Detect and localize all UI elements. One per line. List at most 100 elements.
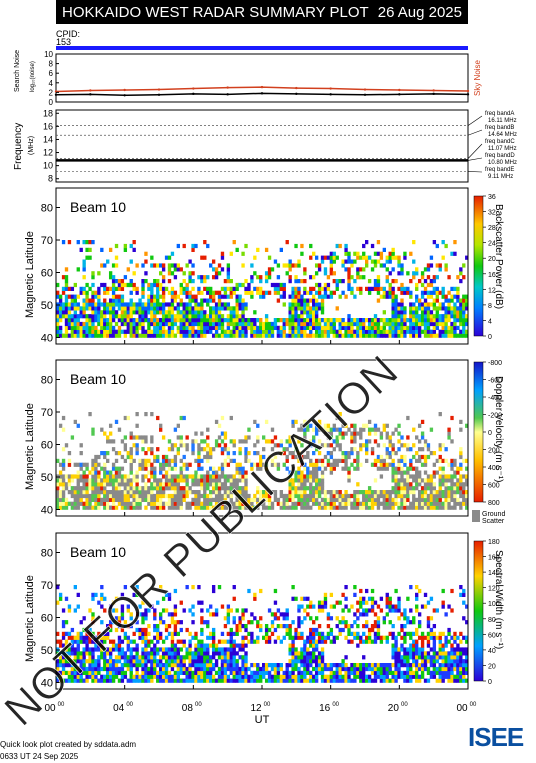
heatmap-cell xyxy=(67,310,72,315)
heatmap-cell xyxy=(179,647,183,652)
heatmap-cell xyxy=(167,659,172,664)
heatmap-cell xyxy=(329,435,334,440)
heatmap-cell xyxy=(323,286,328,291)
heatmap-cell xyxy=(400,302,404,307)
heatmap-cell xyxy=(147,310,151,315)
heatmap-cell xyxy=(97,497,101,502)
heatmap-cell xyxy=(226,666,231,672)
heatmap-cell xyxy=(456,497,460,502)
heatmap-cell xyxy=(100,478,104,483)
heatmap-cell xyxy=(379,286,384,291)
heatmap-cell xyxy=(417,505,422,510)
heatmap-cell xyxy=(323,639,328,644)
heatmap-cell xyxy=(447,497,451,502)
heatmap-cell xyxy=(76,678,80,683)
heatmap-cell xyxy=(91,462,95,467)
heatmap-cell xyxy=(238,318,242,323)
heatmap-cell xyxy=(356,670,360,675)
heatmap-cell xyxy=(376,333,381,338)
heatmap-cell xyxy=(406,620,410,625)
heatmap-cell xyxy=(70,321,75,327)
heatmap-cell xyxy=(223,670,228,675)
heatmap-cell xyxy=(409,666,413,672)
heatmap-cell xyxy=(288,435,292,440)
heatmap-cell xyxy=(153,655,157,660)
heatmap-cell xyxy=(170,674,175,679)
heatmap-cell xyxy=(438,443,442,448)
heatmap-cell xyxy=(391,251,395,256)
heatmap-cell xyxy=(206,478,210,483)
heatmap-cell xyxy=(262,321,266,327)
frequency-frame xyxy=(55,109,469,183)
heatmap-cell xyxy=(141,294,145,299)
heatmap-cell xyxy=(403,631,407,636)
heatmap-cell xyxy=(203,655,207,660)
heatmap-cell xyxy=(415,318,419,323)
heatmap-cell xyxy=(194,651,198,656)
heatmap-cell xyxy=(247,286,251,291)
heatmap-cell xyxy=(79,659,83,664)
heatmap-cell xyxy=(291,321,295,327)
heatmap-cell xyxy=(297,616,301,621)
heatmap-cell xyxy=(94,482,98,487)
heatmap-cell xyxy=(382,620,386,625)
heatmap-cell xyxy=(214,325,219,330)
heatmap-cell xyxy=(76,318,80,323)
heatmap-cell xyxy=(185,678,189,683)
heatmap-cell xyxy=(350,275,354,280)
heatmap-cell xyxy=(394,279,398,284)
heatmap-cell xyxy=(61,505,66,510)
heatmap-cell xyxy=(150,321,154,327)
heatmap-cell xyxy=(270,427,275,432)
heatmap-cell xyxy=(85,659,89,664)
heatmap-ytick-label: 50 xyxy=(41,300,53,312)
heatmap-cell xyxy=(309,482,313,487)
heatmap-cell xyxy=(135,592,139,597)
heatmap-cell xyxy=(114,643,119,648)
heatmap-cell xyxy=(106,490,110,495)
heatmap-cell xyxy=(173,627,178,633)
heatmap-cell xyxy=(362,501,366,506)
heatmap-cell xyxy=(191,318,195,323)
heatmap-cell xyxy=(300,604,304,609)
heatmap-cell xyxy=(114,314,119,319)
heatmap-cell xyxy=(153,478,157,483)
heatmap-cell xyxy=(338,666,342,672)
heatmap-cell xyxy=(273,674,278,679)
heatmap-cell xyxy=(276,608,281,613)
heatmap-cell xyxy=(447,490,451,495)
heatmap-cell xyxy=(432,501,437,506)
heatmap-cell xyxy=(256,663,260,668)
heatmap-cell xyxy=(70,663,75,668)
heatmap-cell xyxy=(370,627,375,633)
heatmap-cell xyxy=(370,286,375,291)
heatmap-cell xyxy=(415,604,419,609)
heatmap-cell xyxy=(429,474,434,479)
heatmap-cell xyxy=(344,663,348,668)
heatmap-cell xyxy=(161,294,166,299)
heatmap-cell xyxy=(88,333,92,338)
heatmap-cell xyxy=(329,451,334,456)
heatmap-cell xyxy=(79,466,83,471)
heatmap-cell xyxy=(312,302,316,307)
heatmap-cell xyxy=(82,635,86,640)
heatmap-cell xyxy=(397,462,401,467)
heatmap-cell xyxy=(247,451,251,456)
heatmap-cell xyxy=(97,306,101,311)
heatmap-cell xyxy=(423,659,428,664)
heatmap-cell xyxy=(264,639,269,644)
heatmap-cell xyxy=(353,585,357,590)
heatmap-cell xyxy=(82,647,86,652)
heatmap-cell xyxy=(417,666,422,672)
heatmap-cell xyxy=(370,462,375,467)
heatmap-cell xyxy=(262,490,266,495)
heatmap-cell xyxy=(370,608,375,613)
heatmap-cell xyxy=(435,263,439,268)
heatmap-cell xyxy=(67,451,72,456)
heatmap-cell xyxy=(58,470,63,475)
heatmap-cell xyxy=(173,443,178,448)
heatmap-cell xyxy=(135,329,139,334)
heatmap-cell xyxy=(238,302,242,307)
heatmap-cell xyxy=(297,501,301,506)
heatmap-cell xyxy=(223,505,228,510)
